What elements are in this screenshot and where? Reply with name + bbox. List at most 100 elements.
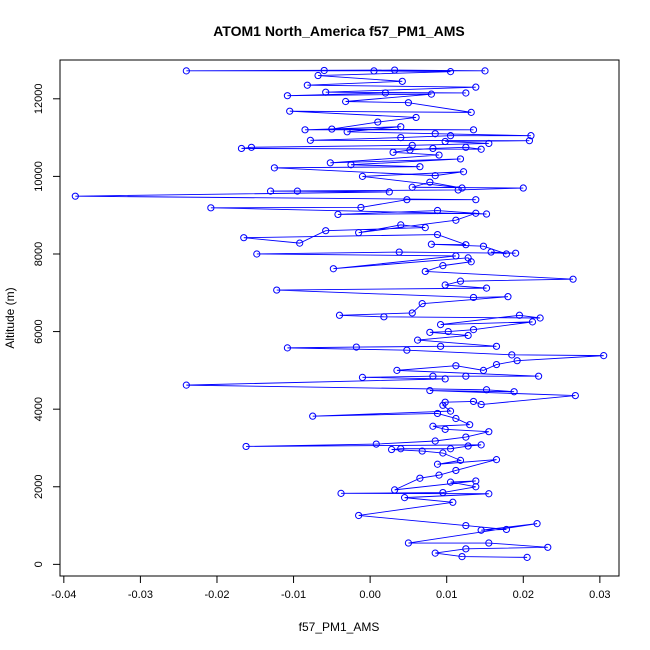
data-point	[427, 240, 435, 248]
data-point	[303, 81, 311, 89]
data-point	[395, 248, 403, 256]
data-point	[462, 521, 470, 530]
data-point	[436, 320, 445, 329]
data-point	[462, 372, 470, 380]
data-point	[479, 366, 488, 374]
data-point	[385, 188, 393, 196]
data-point	[456, 155, 465, 163]
data-point	[571, 391, 579, 400]
data-point	[452, 414, 460, 423]
data-point	[544, 543, 552, 551]
data-point	[242, 442, 250, 451]
data-point	[431, 130, 439, 138]
data-point	[357, 203, 365, 212]
data-point	[477, 526, 485, 534]
data-point	[337, 489, 345, 497]
data-point	[446, 478, 455, 486]
x-tick-label: -0.03	[128, 589, 153, 601]
data-point	[433, 460, 442, 468]
data-point	[466, 421, 474, 429]
data-point	[462, 241, 470, 249]
data-point	[472, 209, 480, 217]
data-point	[427, 90, 435, 98]
data-point	[462, 433, 470, 441]
data-point	[441, 425, 449, 433]
data-point	[397, 445, 405, 453]
data-point	[536, 314, 544, 322]
data-point	[482, 284, 491, 292]
data-point	[418, 300, 426, 308]
data-point	[439, 449, 447, 457]
data-point	[469, 293, 478, 302]
data-point	[519, 184, 527, 192]
data-point	[293, 187, 301, 195]
y-axis-label: Altitude (m)	[3, 287, 17, 348]
data-point	[492, 342, 501, 350]
data-point	[182, 381, 190, 389]
data-point	[485, 539, 493, 547]
data-point	[446, 407, 455, 415]
x-tick-label: -0.04	[51, 589, 76, 601]
data-point	[416, 474, 424, 482]
data-point	[416, 163, 424, 171]
x-tick-label: -0.02	[204, 589, 229, 601]
x-axis: -0.04 -0.03 -0.02 -0.01 0.00 0.01 0.02 0.03	[51, 575, 611, 601]
data-point	[335, 311, 344, 319]
data-point	[408, 141, 416, 149]
data-point	[314, 71, 322, 80]
data-point	[352, 343, 360, 351]
data-point	[435, 151, 443, 159]
data-point	[534, 372, 543, 380]
data-point	[380, 313, 388, 321]
data-point	[452, 252, 460, 260]
data-point	[414, 336, 422, 344]
data-point	[462, 89, 470, 97]
data-point	[462, 143, 470, 151]
data-point	[533, 520, 541, 528]
data-point	[398, 77, 406, 85]
data-point	[391, 66, 399, 74]
data-point	[449, 498, 457, 506]
data-point	[358, 172, 367, 180]
data-point	[296, 239, 304, 247]
series-layer	[71, 66, 608, 561]
data-point	[458, 184, 466, 192]
data-point	[342, 97, 350, 106]
data-point	[71, 192, 79, 200]
data-point	[283, 344, 292, 352]
data-point	[387, 445, 396, 454]
data-point	[472, 196, 480, 204]
data-point	[439, 488, 447, 497]
data-point	[343, 128, 351, 136]
data-point	[381, 89, 390, 97]
data-point	[404, 99, 413, 107]
data-point	[431, 437, 439, 445]
data-point	[328, 125, 336, 133]
x-tick-label: -0.01	[281, 589, 306, 601]
x-tick-label: 0.03	[589, 589, 610, 601]
data-point	[469, 326, 478, 334]
data-point	[492, 456, 501, 464]
data-point	[467, 108, 475, 116]
data-point	[504, 293, 512, 301]
data-point	[441, 281, 449, 289]
data-point	[426, 178, 434, 186]
data-point	[370, 67, 378, 75]
x-axis-label: f57_PM1_AMS	[299, 620, 380, 634]
data-point	[487, 248, 495, 256]
x-tick-label: 0.01	[436, 589, 457, 601]
data-point	[418, 447, 426, 455]
data-point	[374, 118, 382, 126]
data-point	[431, 172, 439, 180]
data-point	[510, 388, 518, 396]
data-point	[482, 386, 491, 394]
data-point	[408, 183, 416, 191]
data-point	[472, 477, 480, 485]
data-point	[464, 254, 472, 262]
data-point	[358, 373, 367, 381]
data-point	[426, 386, 434, 395]
data-point	[320, 66, 328, 75]
data-point	[403, 196, 411, 204]
data-point	[334, 210, 342, 219]
